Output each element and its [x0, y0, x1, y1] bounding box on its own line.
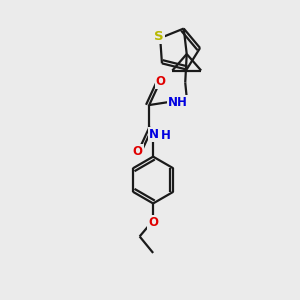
Text: O: O — [156, 75, 166, 88]
Text: H: H — [161, 128, 171, 142]
Text: N: N — [149, 128, 159, 141]
Text: S: S — [154, 30, 164, 43]
Text: O: O — [148, 216, 158, 229]
Text: O: O — [133, 145, 143, 158]
Text: NH: NH — [168, 95, 188, 109]
